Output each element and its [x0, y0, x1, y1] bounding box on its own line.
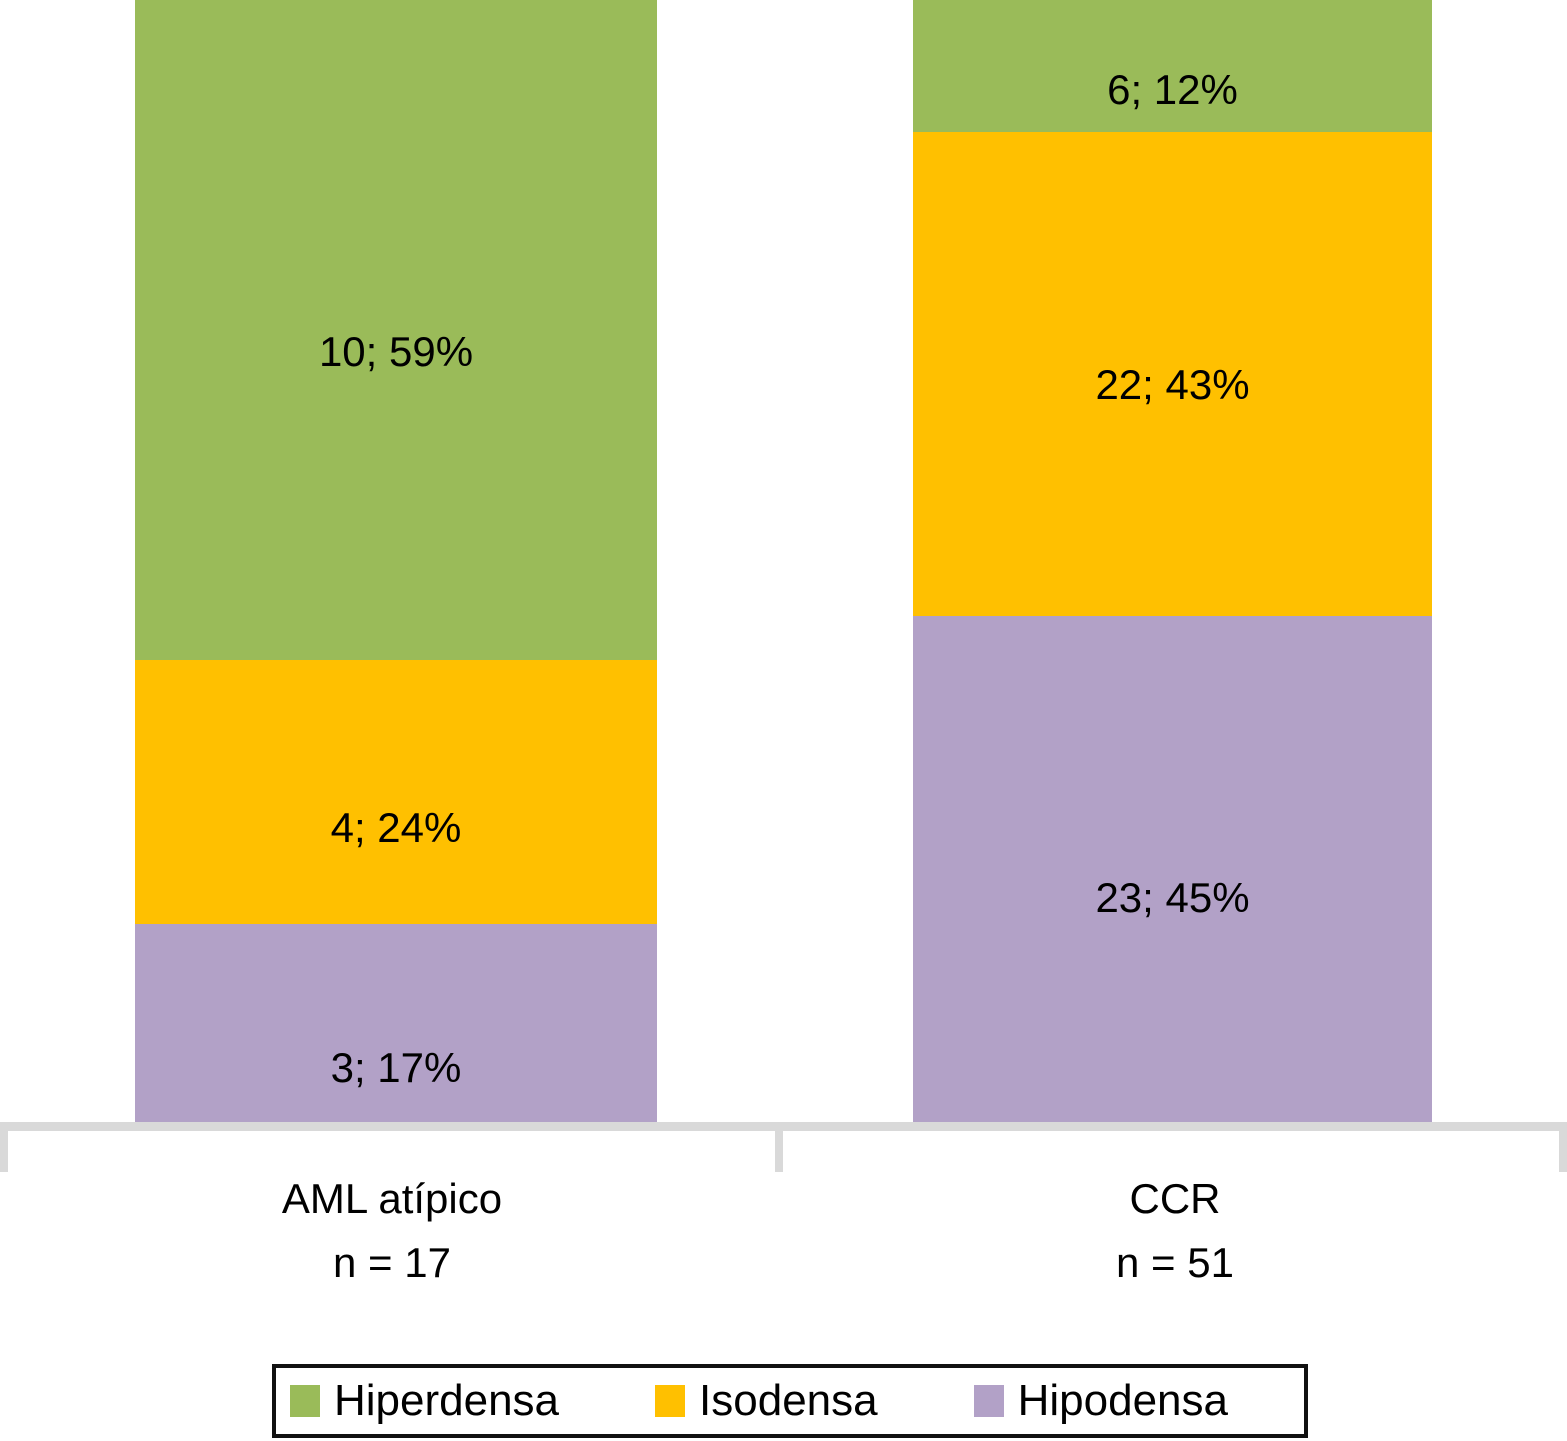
stacked-bar-aml-atipico: 10; 59% 4; 24% 3; 17% — [135, 0, 657, 1122]
bar-segment-hiperdensa: 6; 12% — [913, 0, 1432, 132]
legend-label: Hiperdensa — [334, 1376, 560, 1425]
hiperdensa-swatch-icon — [290, 1385, 320, 1417]
stacked-bar-ccr: 6; 12% 22; 43% 23; 45% — [913, 0, 1432, 1122]
plot-area: 10; 59% 4; 24% 3; 17% 6; 12% 22; 43% 23; 45% — [135, 0, 1432, 1122]
category-name: CCR — [1129, 1175, 1221, 1222]
bar-segment-hiperdensa: 10; 59% — [135, 0, 657, 660]
category-count: n = 51 — [1116, 1239, 1234, 1287]
bar-segment-hipodensa: 23; 45% — [913, 616, 1432, 1122]
legend-label: Hipodensa — [1017, 1376, 1228, 1425]
bar-segment-isodensa: 4; 24% — [135, 660, 657, 924]
x-axis-tick-left — [0, 1122, 8, 1172]
category-label-ccr: CCR n = 51 — [783, 1175, 1567, 1287]
legend: Hiperdensa Isodensa Hipodensa — [272, 1364, 1308, 1438]
bar-segment-hipodensa: 3; 17% — [135, 924, 657, 1122]
category-count: n = 17 — [333, 1239, 451, 1287]
segment-data-label: 6; 12% — [1107, 66, 1238, 113]
segment-data-label: 10; 59% — [318, 328, 474, 375]
legend-item-hiperdensa: Hiperdensa — [290, 1379, 559, 1423]
segment-data-label: 4; 24% — [330, 804, 462, 851]
legend-item-isodensa: Isodensa — [655, 1379, 878, 1423]
bar-segment-isodensa: 22; 43% — [913, 132, 1432, 616]
segment-data-label: 22; 43% — [1095, 361, 1250, 408]
x-axis-line — [0, 1122, 1567, 1131]
category-label-aml-atipico: AML atípico n = 17 — [0, 1175, 784, 1287]
hipodensa-swatch-icon — [973, 1385, 1004, 1417]
category-name: AML atípico — [281, 1175, 503, 1222]
x-axis-tick-center — [775, 1122, 783, 1172]
legend-label: Isodensa — [699, 1376, 878, 1425]
segment-data-label: 3; 17% — [330, 1044, 462, 1091]
segment-data-label: 23; 45% — [1095, 874, 1250, 921]
legend-item-hipodensa: Hipodensa — [973, 1376, 1228, 1425]
isodensa-swatch-icon — [655, 1385, 686, 1417]
x-axis-tick-right — [1559, 1122, 1567, 1172]
